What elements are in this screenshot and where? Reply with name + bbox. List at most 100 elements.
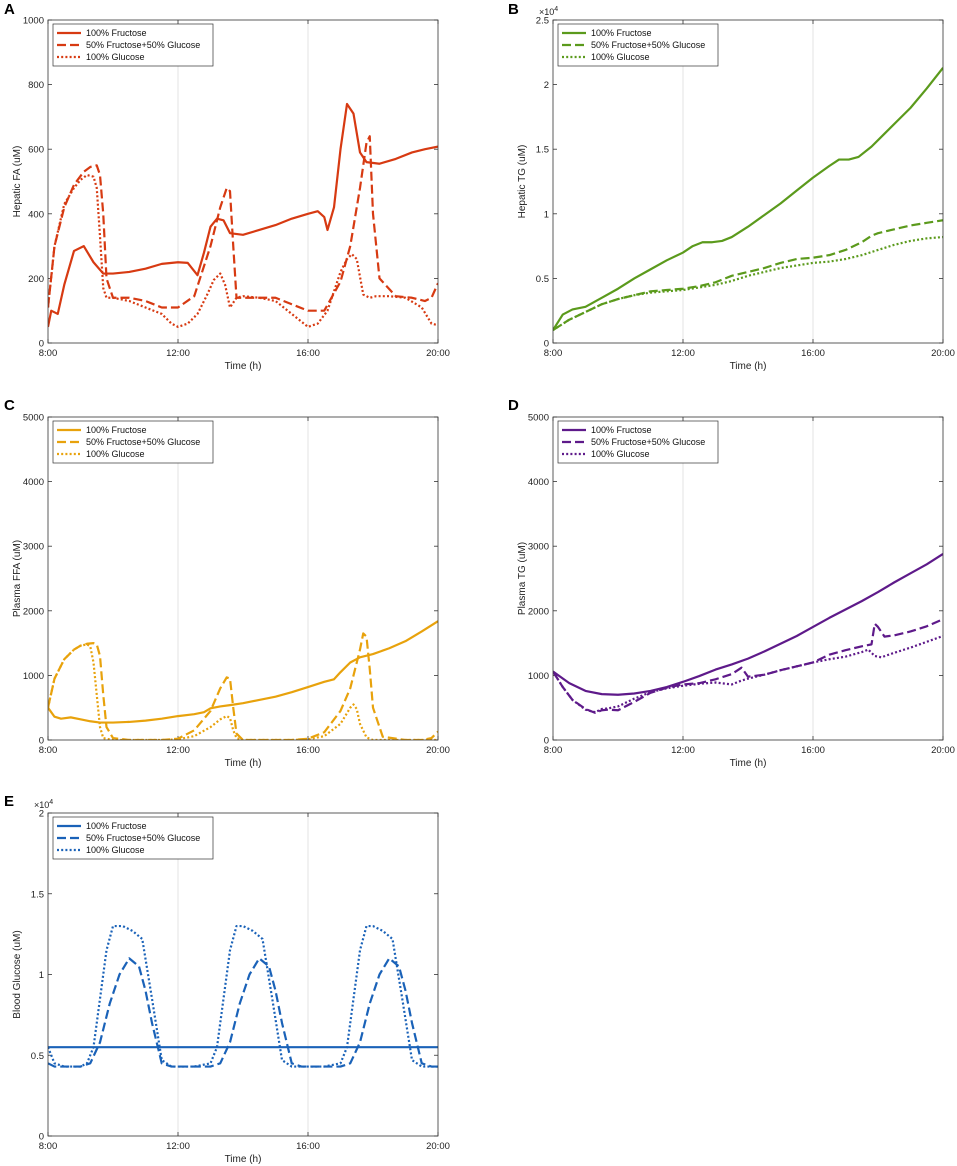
y-tick-label: 2 bbox=[39, 809, 44, 820]
y-tick-label: 400 bbox=[28, 209, 44, 220]
legend: 100% Fructose 50% Fructose+50% Glucose 100… bbox=[557, 23, 719, 67]
series-line-dotted bbox=[553, 235, 943, 332]
y-tick-label: 1 bbox=[544, 209, 549, 220]
x-tick-label: 12:00 bbox=[166, 1141, 190, 1152]
y-tick-label: 4000 bbox=[528, 477, 549, 488]
y-tick-label: 2.5 bbox=[536, 16, 549, 27]
panel-letter: A bbox=[4, 1, 15, 18]
y-tick-label: 5000 bbox=[23, 413, 44, 424]
legend-box bbox=[557, 420, 719, 464]
plot-area bbox=[48, 417, 438, 740]
series-line-dashed bbox=[48, 957, 438, 1068]
legend-entry: 50% Fructose+50% Glucose bbox=[591, 40, 705, 50]
legend: 100% Fructose 50% Fructose+50% Glucose 100… bbox=[52, 420, 214, 464]
x-tick-label: 8:00 bbox=[39, 1141, 58, 1152]
chart-panel-c: C 8:00 12:00 16:00 20:00 0 1000 2000 3000 4000 500… bbox=[4, 397, 450, 769]
axes-frame bbox=[552, 19, 944, 344]
y-tick-label: 0.5 bbox=[536, 274, 549, 285]
series-line-solid bbox=[553, 67, 943, 331]
series-line-solid bbox=[553, 553, 943, 696]
legend-entry: 100% Fructose bbox=[86, 28, 147, 38]
panel-letter: B bbox=[508, 1, 519, 18]
y-axis-label: Hepatic FA (uM) bbox=[12, 146, 23, 218]
legend-entry: 100% Glucose bbox=[591, 449, 650, 459]
y-tick-label: 3000 bbox=[23, 542, 44, 553]
axes-frame bbox=[47, 812, 439, 1137]
series-line-dotted bbox=[48, 924, 438, 1068]
x-axis-label: Time (h) bbox=[730, 758, 767, 769]
legend-entry: 100% Glucose bbox=[86, 845, 145, 855]
y-tick-label: 0.5 bbox=[31, 1051, 44, 1062]
axes-frame bbox=[47, 19, 439, 344]
x-axis-label: Time (h) bbox=[225, 361, 262, 372]
x-tick-label: 16:00 bbox=[296, 348, 320, 359]
legend: 100% Fructose 50% Fructose+50% Glucose 100… bbox=[52, 816, 214, 860]
x-tick-label: 12:00 bbox=[671, 745, 695, 756]
y-exponent-label: ×104 bbox=[539, 6, 558, 17]
y-exponent-label: ×104 bbox=[34, 799, 53, 810]
axes-frame bbox=[47, 416, 439, 741]
x-tick-label: 16:00 bbox=[801, 348, 825, 359]
y-tick-label: 0 bbox=[544, 339, 549, 350]
x-tick-label: 20:00 bbox=[931, 745, 955, 756]
legend-entry: 100% Fructose bbox=[591, 425, 652, 435]
legend-box bbox=[52, 420, 214, 464]
legend-entry: 100% Fructose bbox=[86, 425, 147, 435]
series-line-dashed bbox=[48, 632, 438, 740]
series-line-dotted bbox=[48, 643, 438, 740]
panel-letter: E bbox=[4, 793, 14, 810]
legend-entry: 100% Glucose bbox=[86, 52, 145, 62]
x-axis-label: Time (h) bbox=[730, 361, 767, 372]
plot-area bbox=[48, 20, 438, 343]
x-tick-label: 16:00 bbox=[801, 745, 825, 756]
y-tick-label: 3000 bbox=[528, 542, 549, 553]
series-line-dashed bbox=[48, 135, 438, 312]
chart-panel-e: E 8:00 12:00 16:00 20:00 0 0.5 1 1.5 2×104 Time (h… bbox=[4, 793, 450, 1165]
chart-panel-a: A 8:00 12:00 16:00 20:00 0 200 400 600 800 1000 Tim… bbox=[4, 1, 450, 372]
chart-panel-b: B 8:00 12:00 16:00 20:00 0 0.5 1 1.5 2 2.5×104 Time… bbox=[508, 1, 955, 372]
y-axis-label: Hepatic TG (uM) bbox=[517, 145, 528, 219]
x-axis-label: Time (h) bbox=[225, 1154, 262, 1165]
legend-entry: 100% Glucose bbox=[86, 449, 145, 459]
legend: 100% Fructose 50% Fructose+50% Glucose 100… bbox=[52, 23, 214, 67]
y-tick-label: 1000 bbox=[23, 16, 44, 27]
y-tick-label: 600 bbox=[28, 145, 44, 156]
legend-entry: 100% Glucose bbox=[591, 52, 650, 62]
y-tick-label: 5000 bbox=[528, 413, 549, 424]
y-tick-label: 200 bbox=[28, 274, 44, 285]
panel-letter: C bbox=[4, 397, 15, 414]
x-tick-label: 20:00 bbox=[426, 1141, 450, 1152]
legend-entry: 50% Fructose+50% Glucose bbox=[86, 833, 200, 843]
series-line-dotted bbox=[48, 173, 438, 328]
series-line-dashed bbox=[553, 618, 943, 714]
x-tick-label: 8:00 bbox=[39, 745, 58, 756]
x-tick-label: 16:00 bbox=[296, 1141, 320, 1152]
x-tick-label: 8:00 bbox=[39, 348, 58, 359]
y-axis-label: Blood Glucose (uM) bbox=[12, 930, 23, 1018]
x-tick-label: 12:00 bbox=[166, 745, 190, 756]
x-tick-label: 8:00 bbox=[544, 348, 563, 359]
y-tick-label: 0 bbox=[39, 339, 44, 350]
y-tick-label: 2000 bbox=[528, 606, 549, 617]
legend-entry: 50% Fructose+50% Glucose bbox=[86, 437, 200, 447]
legend-entry: 50% Fructose+50% Glucose bbox=[86, 40, 200, 50]
y-tick-label: 800 bbox=[28, 80, 44, 91]
plot-area bbox=[553, 417, 943, 740]
axes-frame bbox=[552, 416, 944, 741]
x-tick-label: 20:00 bbox=[426, 745, 450, 756]
y-tick-label: 2 bbox=[544, 80, 549, 91]
x-tick-label: 20:00 bbox=[426, 348, 450, 359]
y-tick-label: 1000 bbox=[528, 671, 549, 682]
legend-box bbox=[52, 816, 214, 860]
x-tick-label: 12:00 bbox=[166, 348, 190, 359]
y-tick-label: 1.5 bbox=[31, 889, 44, 900]
y-tick-label: 0 bbox=[39, 1132, 44, 1143]
y-tick-label: 0 bbox=[39, 736, 44, 747]
legend-entry: 50% Fructose+50% Glucose bbox=[591, 437, 705, 447]
plot-area bbox=[553, 20, 943, 343]
x-tick-label: 16:00 bbox=[296, 745, 320, 756]
y-axis-label: Plasma TG (uM) bbox=[517, 542, 528, 615]
legend-entry: 100% Fructose bbox=[591, 28, 652, 38]
y-tick-label: 1.5 bbox=[536, 145, 549, 156]
